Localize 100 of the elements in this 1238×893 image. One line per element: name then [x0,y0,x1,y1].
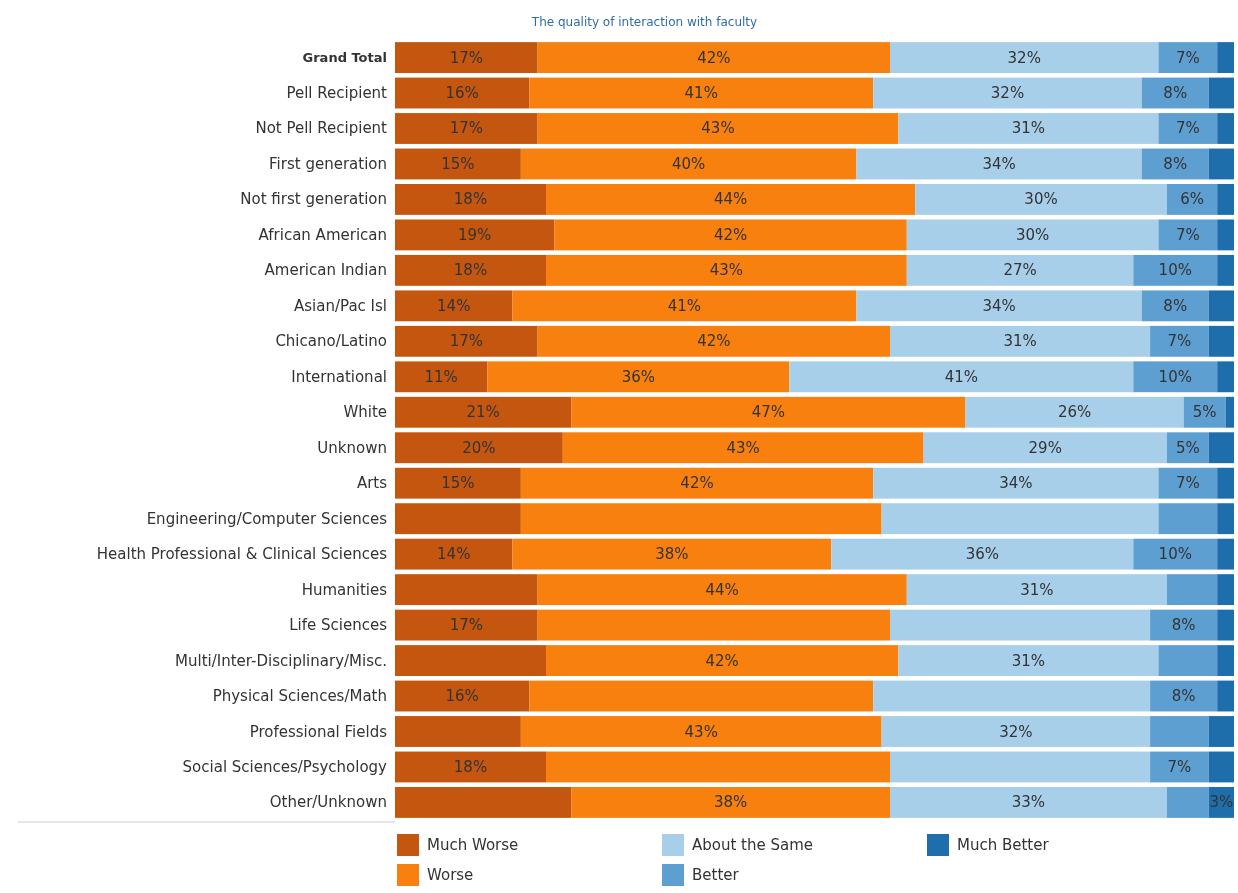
data-label: 7% [1175,225,1200,244]
data-label: 44% [713,190,748,209]
bar [395,645,547,676]
y-tick-label: Multi/Inter-Disciplinary/Misc. [175,651,387,670]
data-label: 16% [445,687,479,706]
bar [898,645,1159,676]
data-label: 42% [705,651,739,670]
data-label: 16% [445,84,479,103]
data-label: 11% [424,367,458,386]
legend-label: Much Worse [427,836,519,854]
bar [537,574,907,606]
bar [890,751,1151,783]
bar [1150,716,1209,747]
bar [873,680,1151,712]
y-tick-label: Chicano/Latino [275,332,387,351]
bar [395,538,513,570]
data-label: 8% [1163,84,1188,103]
bar [395,787,572,818]
y-tick-label: White [343,403,387,422]
bar [881,503,1159,535]
bar [562,432,924,464]
bar [395,325,538,357]
bar [520,148,857,180]
bar [395,361,488,393]
bar [395,77,530,109]
bar [881,716,1151,747]
bar [546,645,899,676]
bar [890,609,1151,641]
data-label: 15% [441,154,475,173]
bar [789,361,1134,393]
bar [395,219,555,251]
bar [1166,574,1218,606]
bar [487,361,790,393]
y-tick-label: Physical Sciences/Math [212,687,387,706]
y-tick-label: Other/Unknown [269,793,387,812]
data-label: 42% [697,48,731,67]
bar [1217,42,1234,73]
data-label: 43% [701,119,735,138]
bar [529,680,874,712]
bar [395,467,521,499]
bar [395,184,547,215]
bar [1217,609,1234,641]
bar [906,219,1159,251]
data-label: 17% [449,332,483,351]
bar [1158,113,1218,144]
data-label: 42% [697,332,731,351]
data-label: 34% [999,474,1033,493]
bar [856,148,1142,180]
bar [1217,361,1234,393]
data-label: 7% [1167,757,1192,776]
bar [1158,503,1218,535]
bar [1208,325,1234,357]
data-label: 5% [1192,403,1217,422]
data-label: 30% [1024,190,1058,209]
data-label: 47% [751,403,786,422]
bar [537,113,899,144]
data-label: 34% [982,154,1016,173]
data-label: 7% [1167,332,1192,351]
bar [520,467,874,499]
bar [571,396,966,428]
data-label: 38% [655,545,689,564]
bar [520,716,882,747]
data-label: 17% [449,616,483,635]
y-tick-label: Grand Total [302,50,387,66]
bar [873,77,1142,109]
data-label: 30% [1015,225,1050,244]
bar [890,325,1151,357]
data-label: 41% [944,367,978,386]
bar [1217,254,1234,286]
bar [395,290,513,322]
bar [1133,254,1218,286]
bar [529,77,874,109]
bar [906,254,1134,286]
data-label: 10% [1158,261,1192,280]
bar [1217,467,1234,499]
data-label: 18% [453,757,488,776]
legend-label: Worse [427,866,474,884]
bar [1208,716,1234,747]
bar [890,42,1159,73]
data-label: 43% [726,438,760,457]
data-label: 10% [1158,545,1192,564]
bar [1217,184,1234,215]
y-tick-label: Social Sciences/Psychology [182,757,388,776]
data-label: 21% [466,403,500,422]
bar [1158,645,1218,676]
bar [898,113,1159,144]
y-tick-label: African American [258,225,387,244]
bar [1208,290,1234,322]
chart-title: The quality of interaction with faculty [530,15,758,29]
data-label: 36% [621,367,655,386]
data-label: 17% [449,119,483,138]
bar [856,290,1142,322]
bar [1217,680,1234,712]
data-label: 6% [1180,190,1204,209]
data-label: 34% [982,296,1016,315]
bar [1166,787,1209,818]
data-label: 3% [1209,793,1234,812]
bar [546,254,907,286]
bar [395,432,563,464]
data-label: 17% [449,48,483,67]
